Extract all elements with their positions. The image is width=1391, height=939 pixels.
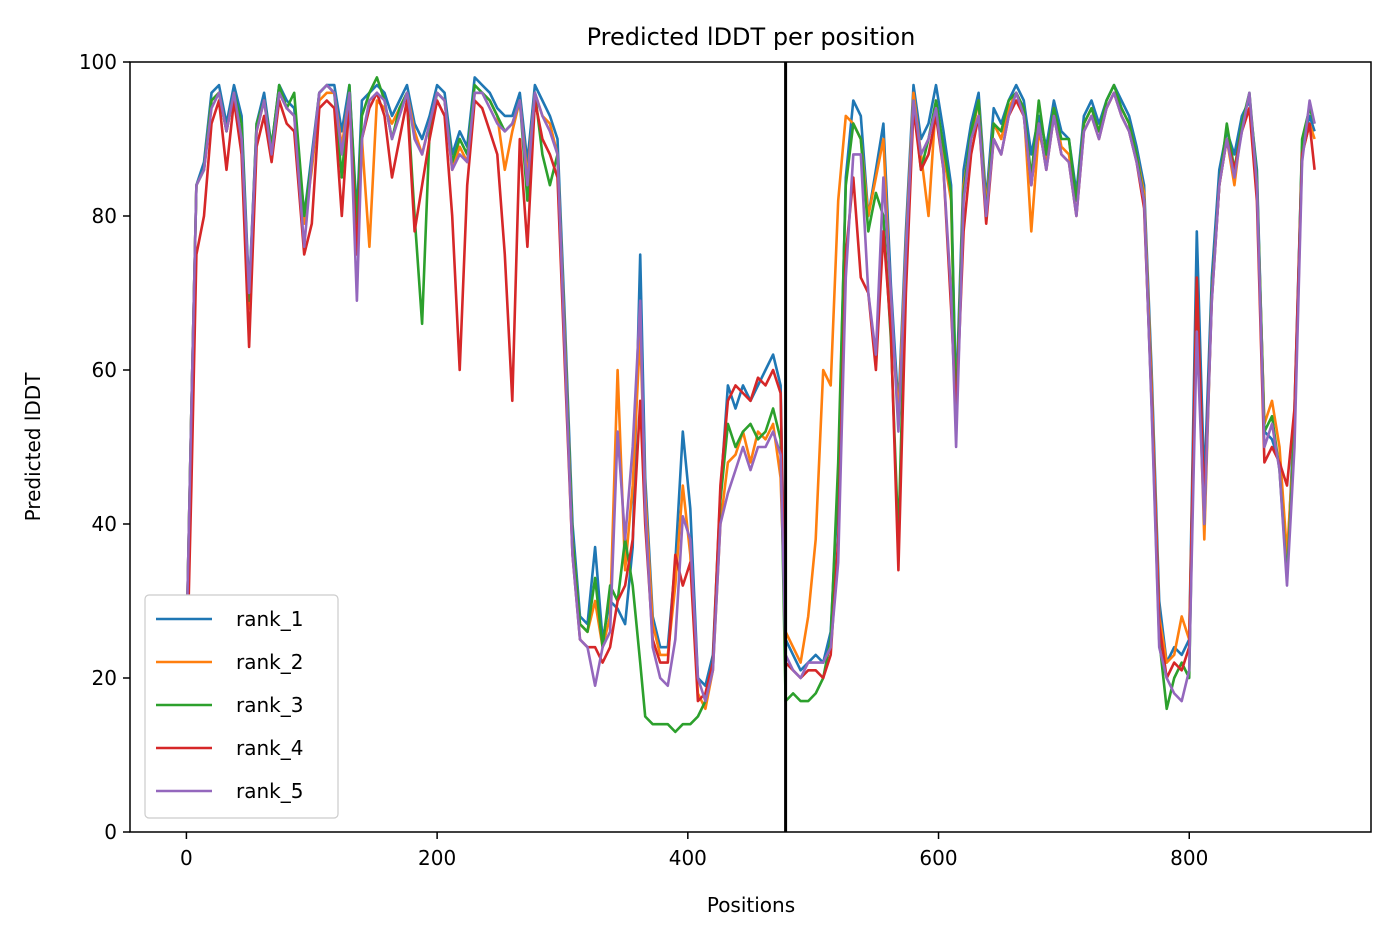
series-line-rank_5: [185, 83, 1316, 703]
legend-label-rank_3: rank_3: [236, 693, 303, 717]
x-tick-label: 800: [1170, 846, 1208, 870]
legend-label-rank_4: rank_4: [236, 736, 303, 760]
y-tick-label: 60: [92, 358, 117, 382]
x-tick-label: 600: [919, 846, 957, 870]
legend-box: [144, 594, 339, 819]
y-tick-label: 20: [92, 666, 117, 690]
legend-label-rank_5: rank_5: [236, 779, 303, 803]
x-tick-label: 200: [418, 846, 456, 870]
y-tick-label: 100: [79, 50, 117, 74]
x-axis: 0 200 400 600 800: [180, 832, 1208, 870]
y-tick-label: 40: [92, 512, 117, 536]
chart-title: Predicted lDDT per position: [587, 23, 916, 51]
series-line-rank_3: [185, 76, 1316, 734]
series-layer: [185, 76, 1316, 734]
legend-label-rank_1: rank_1: [236, 607, 303, 631]
x-tick-label: 0: [180, 846, 193, 870]
legend: rank_1 rank_2 rank_3 rank_4 rank_5: [144, 594, 339, 819]
y-tick-label: 0: [104, 820, 117, 844]
legend-label-rank_2: rank_2: [236, 650, 303, 674]
x-tick-label: 400: [669, 846, 707, 870]
y-axis: 0 20 40 60 80 100: [79, 50, 130, 844]
y-axis-label: Predicted lDDT: [21, 372, 45, 522]
plot-frame: [129, 61, 1372, 833]
y-tick-label: 80: [92, 204, 117, 228]
x-axis-label: Positions: [707, 893, 795, 917]
